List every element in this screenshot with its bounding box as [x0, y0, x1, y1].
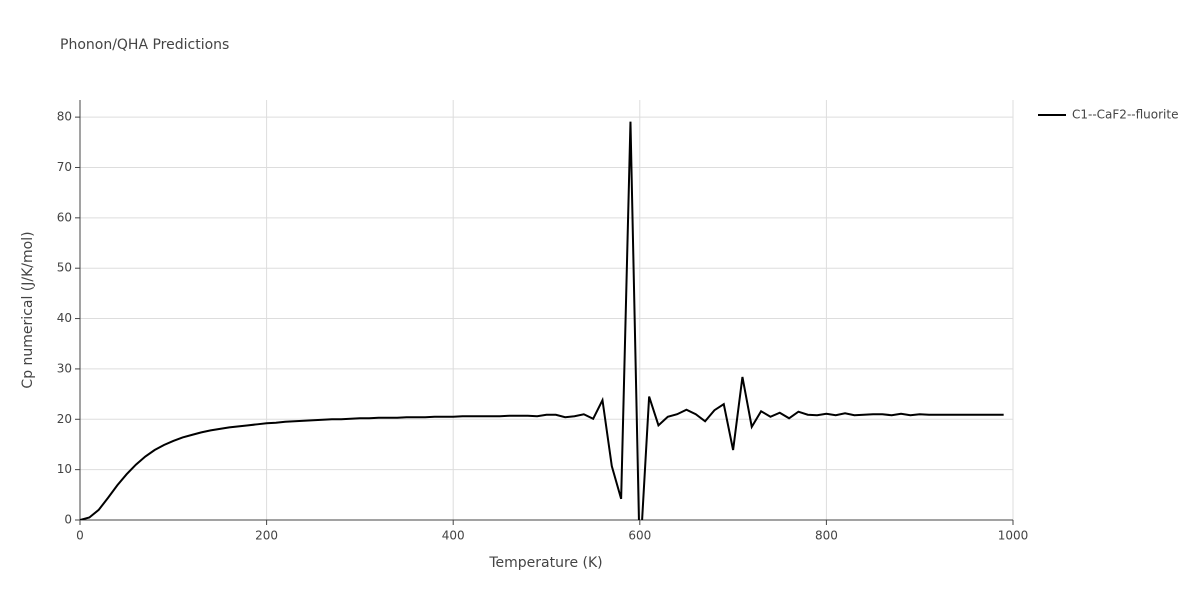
y-tick-label: 50: [57, 261, 72, 275]
data-line: [80, 121, 1004, 520]
x-tick-label: 0: [76, 529, 84, 543]
y-tick-label: 30: [57, 361, 72, 375]
x-tick-label: 400: [442, 529, 465, 543]
x-tick-label: 200: [255, 529, 278, 543]
y-tick-label: 40: [57, 311, 72, 325]
legend-label: C1--CaF2--fluorite: [1072, 108, 1178, 122]
x-tick-label: 800: [815, 529, 838, 543]
y-axis-label: Cp numerical (J/K/mol): [20, 231, 36, 388]
y-tick-label: 80: [57, 110, 72, 124]
chart-title: Phonon/QHA Predictions: [60, 37, 229, 53]
x-tick-label: 600: [628, 529, 651, 543]
y-tick-label: 0: [64, 513, 72, 527]
y-tick-label: 70: [57, 160, 72, 174]
y-tick-label: 20: [57, 412, 72, 426]
y-tick-label: 60: [57, 210, 72, 224]
y-tick-label: 10: [57, 462, 72, 476]
x-tick-label: 1000: [998, 529, 1029, 543]
x-axis-label: Temperature (K): [488, 555, 602, 571]
